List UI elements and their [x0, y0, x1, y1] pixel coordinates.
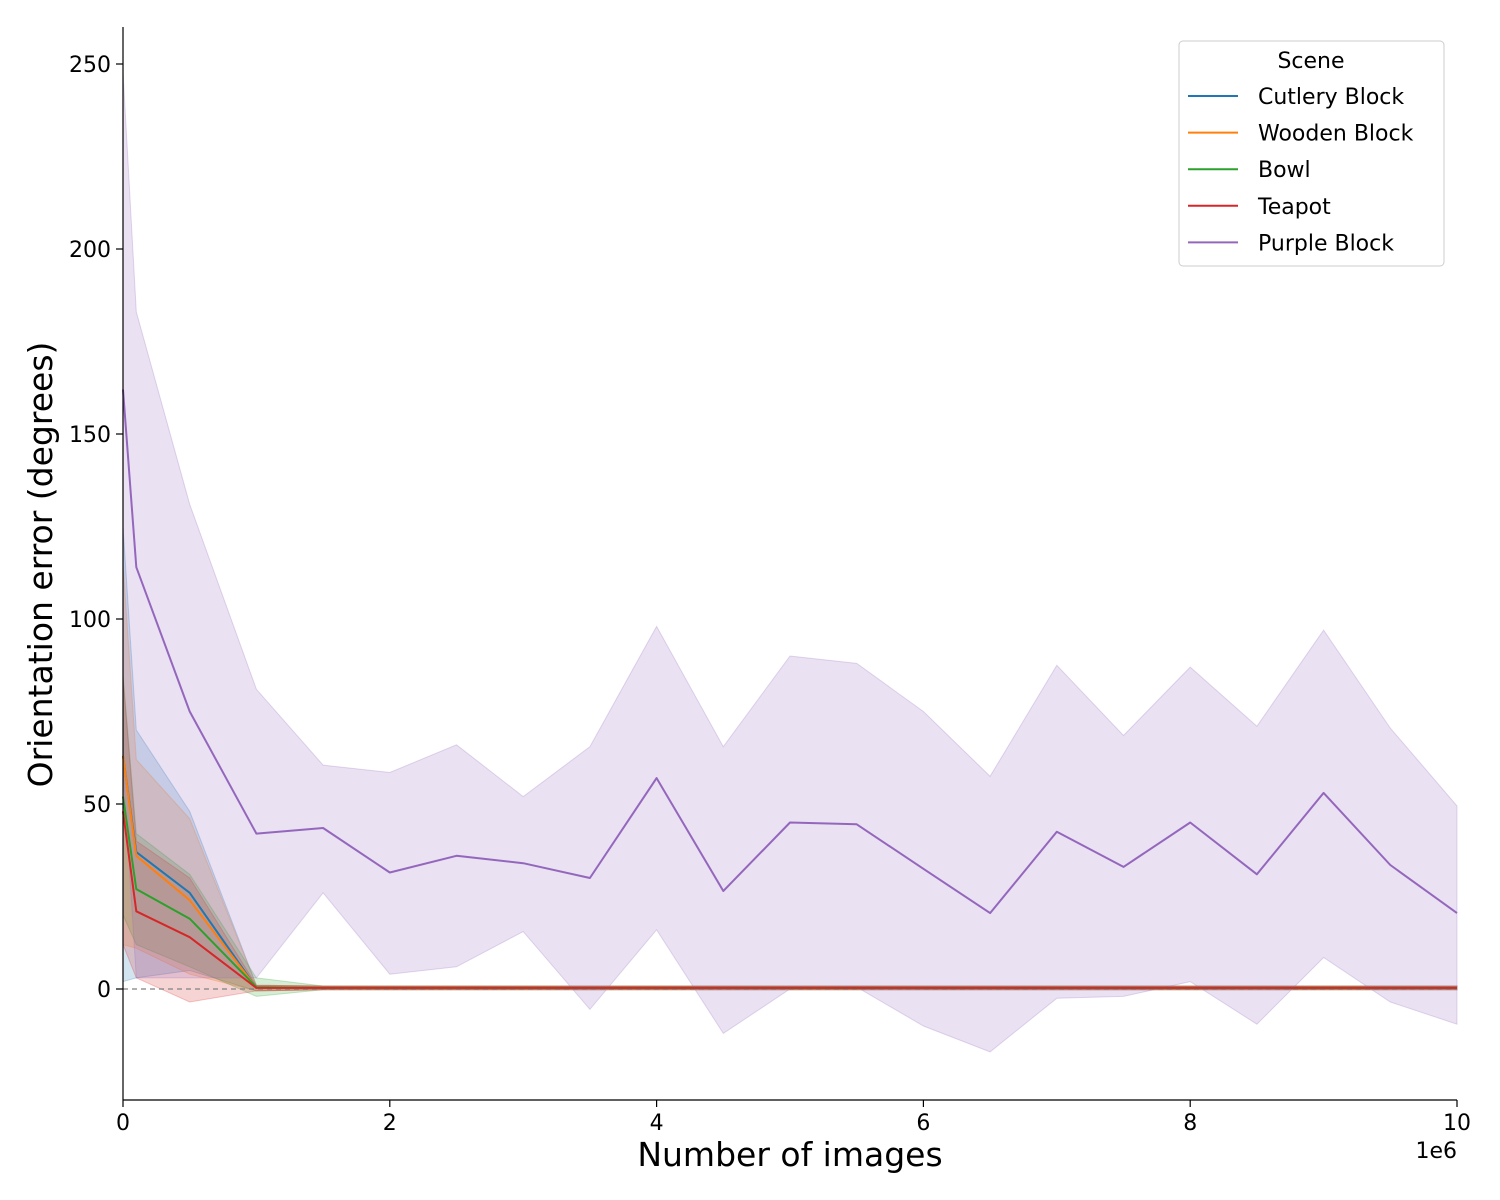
legend-label: Cutlery Block [1258, 85, 1404, 110]
x-axis-title: Number of images [637, 1135, 942, 1174]
line-teapot [122, 811, 1457, 989]
x-tick-label: 0 [116, 1111, 130, 1136]
legend-label: Teapot [1257, 195, 1331, 220]
y-tick-label: 150 [69, 423, 111, 448]
x-axis-offset-label: 1e6 [1415, 1139, 1457, 1164]
legend-label: Wooden Block [1258, 122, 1414, 147]
legend-item-wooden-block: Wooden Block [1188, 122, 1414, 147]
band-teapot [122, 678, 1458, 1003]
x-tick-label: 10 [1443, 1111, 1471, 1136]
confidence-bands [122, 71, 1458, 1053]
y-tick-label: 200 [69, 238, 111, 263]
band-purple-block [122, 71, 1458, 1053]
legend-item-cutlery-block: Cutlery Block [1188, 85, 1404, 110]
line-purple-block [122, 389, 1458, 915]
y-tick-label: 100 [69, 608, 111, 633]
x-tick-label: 2 [383, 1111, 397, 1136]
band-bowl [122, 674, 1458, 997]
y-axis-title: Orientation error (degrees) [21, 342, 60, 788]
legend-title: Scene [1277, 49, 1344, 74]
y-tick-label: 50 [83, 793, 111, 818]
band-wooden-block [122, 563, 1458, 992]
x-tick-label: 6 [916, 1111, 930, 1136]
legend-item-teapot: Teapot [1188, 195, 1331, 220]
y-tick-label: 0 [97, 978, 111, 1003]
legend-items: Cutlery Block Wooden Block Bowl Teapot Purpl… [1188, 85, 1414, 256]
series-lines [122, 389, 1458, 989]
axes [116, 27, 1458, 1107]
y-tick-label: 250 [69, 53, 111, 78]
legend-item-bowl: Bowl [1188, 158, 1311, 183]
x-tick-label: 8 [1183, 1111, 1197, 1136]
legend-label: Purple Block [1258, 231, 1394, 256]
legend-item-purple-block: Purple Block [1188, 231, 1394, 256]
legend-label: Bowl [1258, 158, 1311, 183]
legend-box [1178, 40, 1445, 267]
x-tick-label: 4 [650, 1111, 664, 1136]
band-cutlery-block [122, 526, 1458, 992]
legend: Scene Cutlery Block Wooden Block Bowl Teapo… [1178, 40, 1445, 267]
